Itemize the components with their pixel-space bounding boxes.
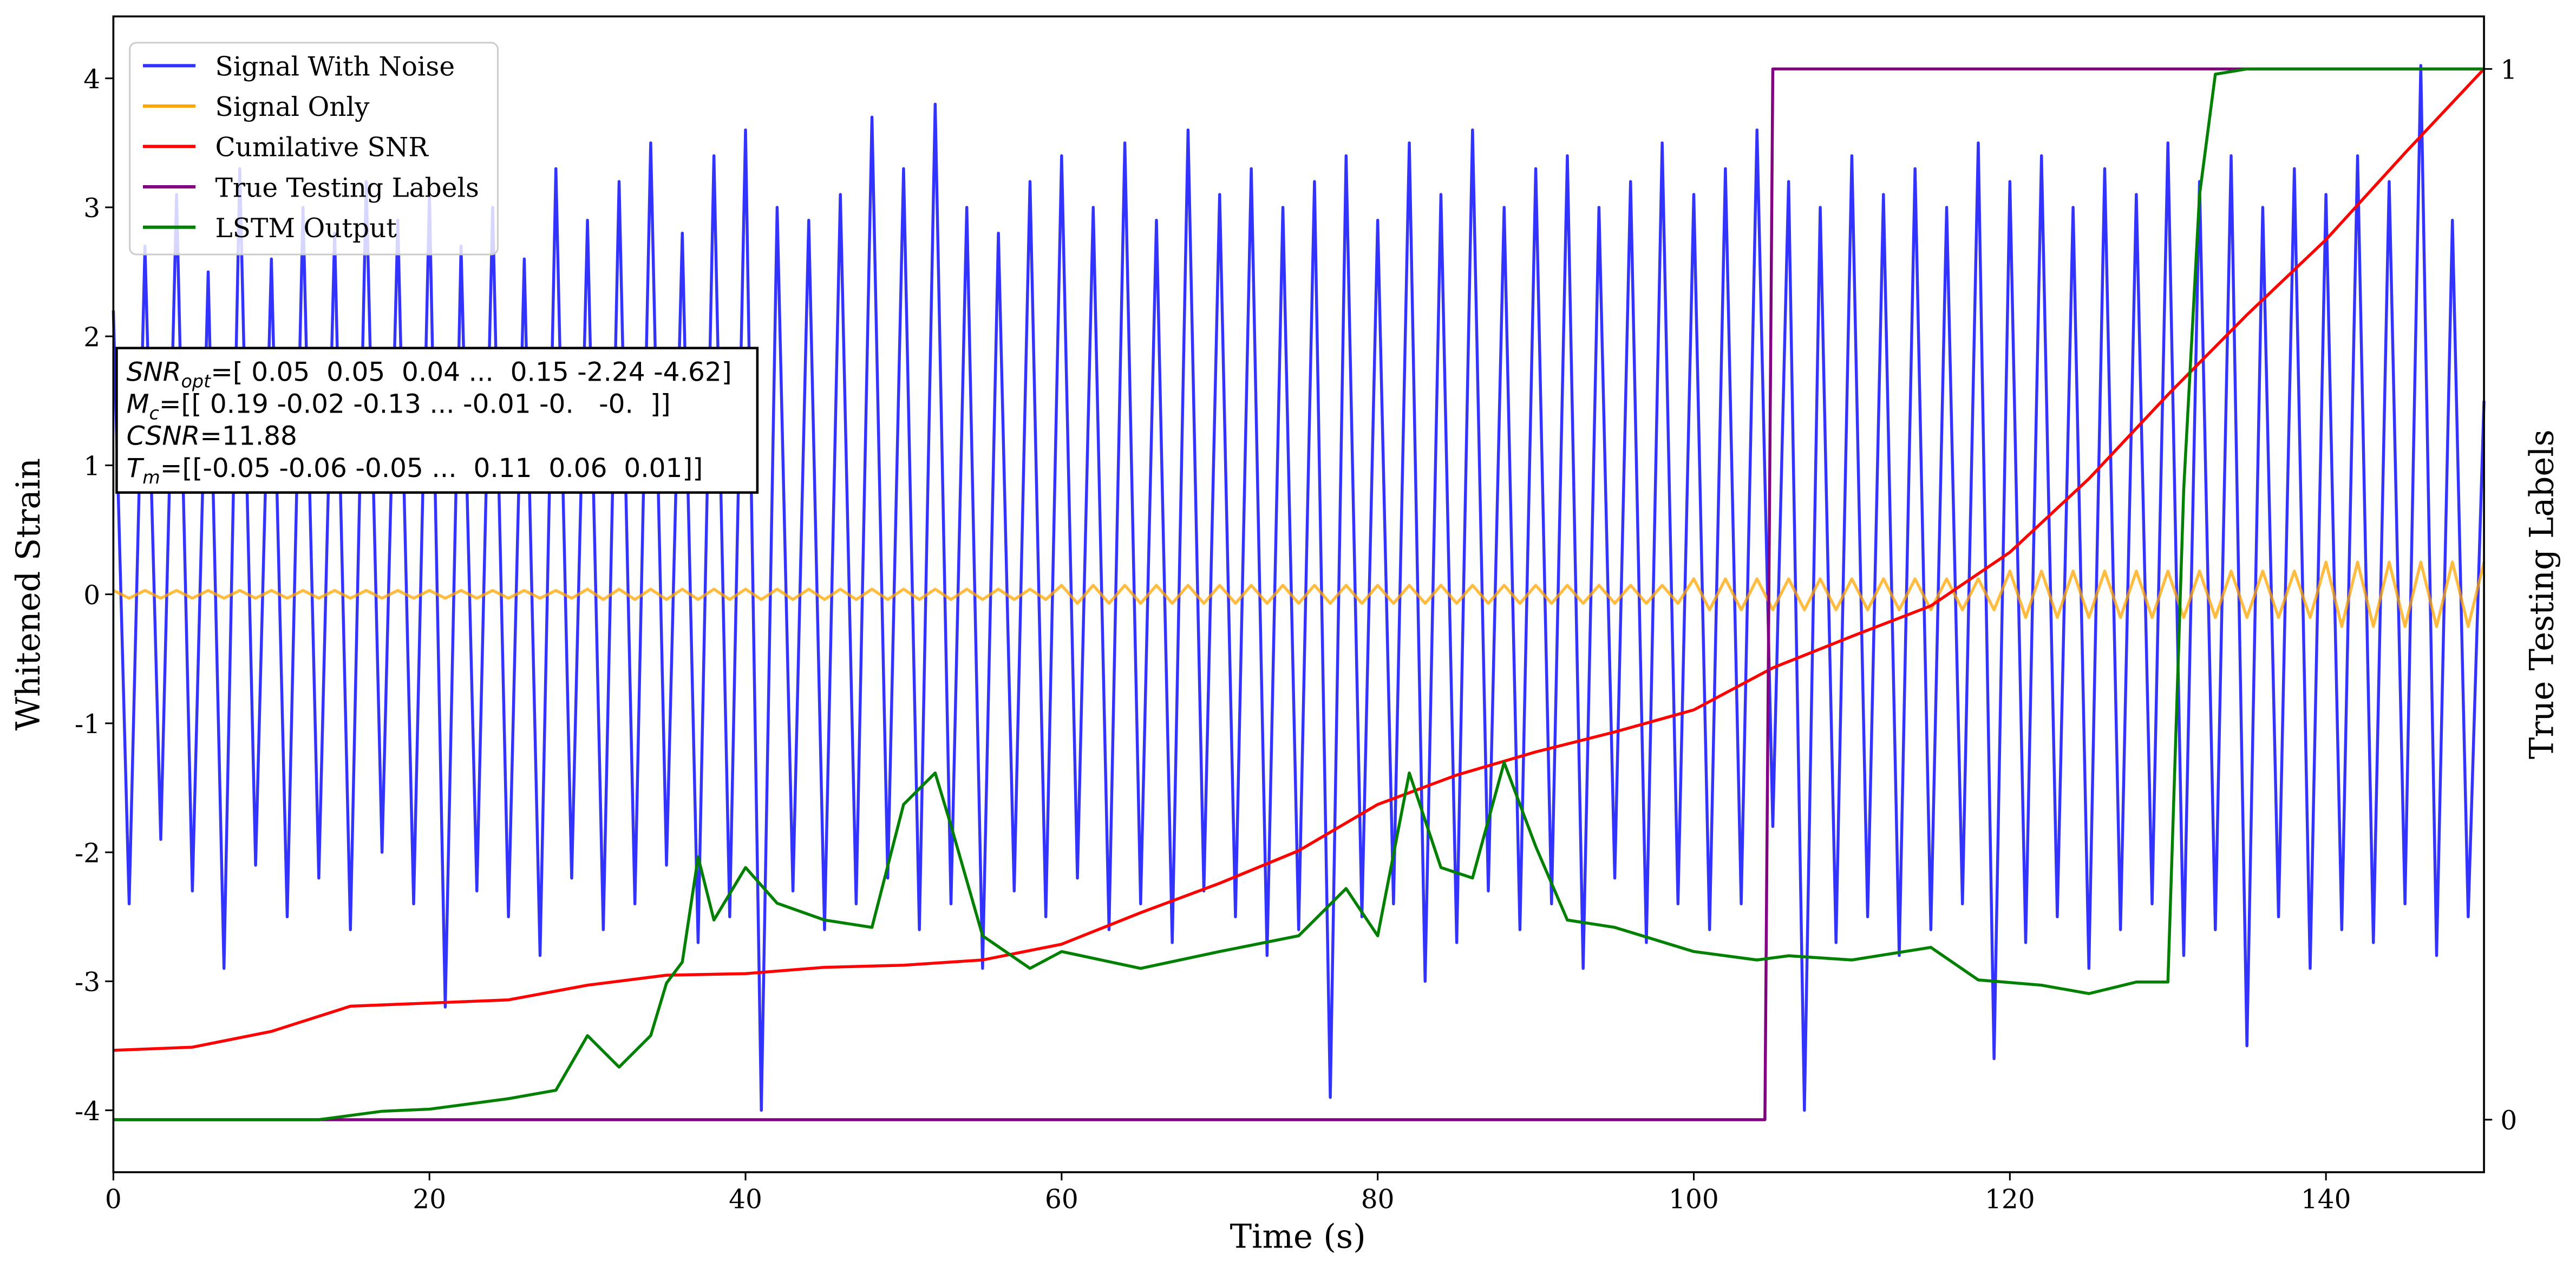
y-tick-label: 1	[83, 452, 100, 482]
x-tick-label: 80	[1361, 1185, 1395, 1215]
legend-label: LSTM Output	[215, 213, 397, 244]
y2-tick-label: 1	[2500, 55, 2517, 86]
series-line	[113, 560, 2486, 628]
y-tick-label: -2	[75, 838, 100, 868]
series-line	[113, 67, 2485, 1121]
x-tick-label: 40	[729, 1185, 762, 1215]
series-line	[113, 68, 2486, 1052]
y-tick-label: 2	[83, 322, 100, 352]
legend-label: Signal With Noise	[215, 51, 455, 82]
annotation-subscript: opt	[181, 371, 212, 392]
annotation-symbol: M	[127, 389, 149, 420]
y2-axis-label: True Testing Labels	[2523, 429, 2561, 759]
legend-label: True Testing Labels	[215, 173, 479, 203]
legend-label: Signal Only	[215, 92, 370, 122]
x-tick-label: 140	[2301, 1185, 2351, 1215]
series-line	[112, 64, 2486, 1112]
x-tick-label: 60	[1045, 1185, 1078, 1215]
annotation-symbol: T	[127, 453, 145, 484]
annotation-symbol: CSNR	[127, 421, 200, 452]
legend: Signal With Noise Signal Only Cumilative S…	[129, 42, 499, 256]
y-tick-label: 4	[83, 64, 100, 95]
plot-area	[112, 64, 2486, 1121]
x-tick-label: 120	[1985, 1185, 2035, 1215]
annotation-box: SNRopt=[ 0.05 0.05 0.04 ... 0.15 -2.24 -…	[115, 347, 759, 494]
x-axis-label: Time (s)	[1230, 1218, 1366, 1256]
y-tick-label: -1	[75, 709, 100, 740]
series-line	[113, 67, 2485, 1121]
legend-frame	[129, 42, 499, 256]
annotation-text: =11.88	[200, 421, 297, 452]
annotation-subscript: m	[142, 467, 160, 488]
annotation-text: =[[-0.05 -0.06 -0.05 ... 0.11 0.06 0.01]…	[160, 453, 703, 484]
annotation-line: CSNR=11.88	[127, 421, 297, 452]
y-tick-label: -3	[75, 968, 100, 998]
x-tick-label: 0	[105, 1185, 122, 1215]
annotation-symbol: SNR	[127, 357, 181, 387]
annotation-text: =[ 0.05 0.05 0.04 ... 0.15 -2.24 -4.62]	[211, 357, 731, 387]
annotation-line: SNRopt=[ 0.05 0.05 0.04 ... 0.15 -2.24 -…	[127, 357, 732, 391]
x-tick-label: 20	[413, 1185, 446, 1215]
annotation-line: Tm=[[-0.05 -0.06 -0.05 ... 0.11 0.06 0.0…	[127, 453, 703, 488]
annotation-frame	[115, 347, 759, 494]
annotation-text: =[[ 0.19 -0.02 -0.13 ... -0.01 -0. -0. ]…	[159, 389, 671, 420]
y2-tick-label: 0	[2500, 1106, 2517, 1136]
y-axis-label: Whitened Strain	[10, 458, 48, 731]
x-tick-label: 100	[1669, 1185, 1719, 1215]
annotation-subscript: c	[149, 403, 159, 424]
y-tick-label: 0	[83, 580, 100, 611]
legend-label: Cumilative SNR	[215, 133, 429, 163]
annotation-line: Mc=[[ 0.19 -0.02 -0.13 ... -0.01 -0. -0.…	[127, 389, 671, 424]
y-tick-label: -4	[75, 1096, 100, 1127]
y-tick-label: 3	[83, 193, 100, 224]
